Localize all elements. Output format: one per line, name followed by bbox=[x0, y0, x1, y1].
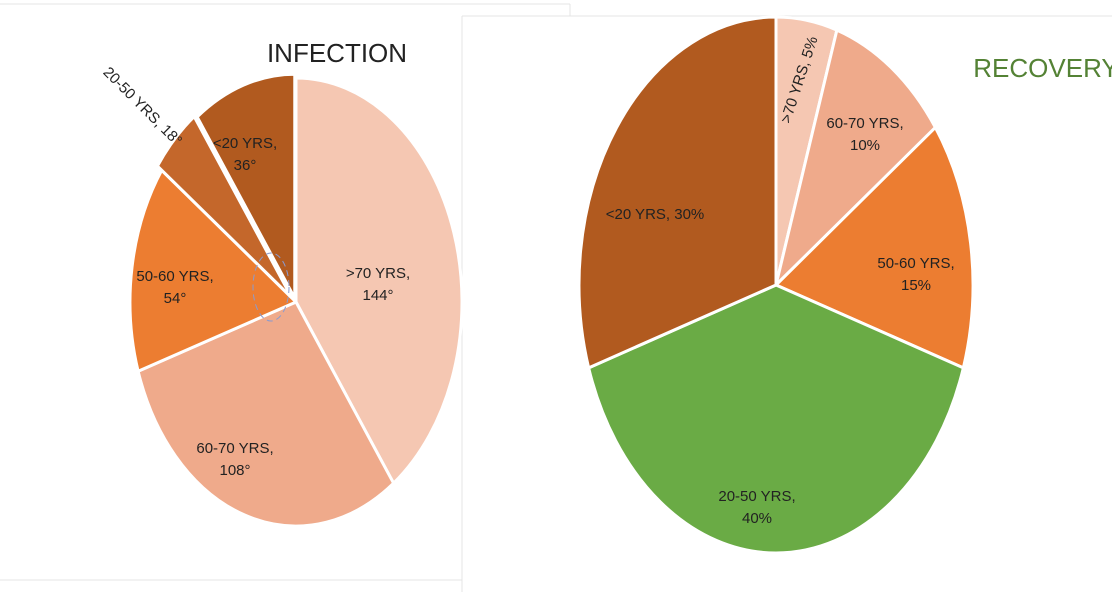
pie-slice bbox=[294, 76, 464, 485]
data-label: <20 YRS, 30% bbox=[606, 206, 705, 223]
pie-slice bbox=[195, 72, 297, 300]
pie-slice bbox=[587, 283, 965, 555]
data-label: 60-70 YRS, 10% bbox=[826, 115, 903, 154]
data-label: 20-50 YRS, 18° bbox=[100, 64, 186, 150]
data-label: 60-70 YRS, 108° bbox=[196, 440, 273, 479]
pie-slice bbox=[774, 28, 937, 287]
data-label: 50-60 YRS, 15% bbox=[877, 255, 954, 294]
annotation-circle bbox=[252, 252, 290, 322]
pie-slice bbox=[128, 168, 298, 373]
chart-title: INFECTION bbox=[267, 38, 407, 68]
chart-title: RECOVERY bbox=[973, 53, 1112, 83]
data-label: 50-60 YRS, 54° bbox=[136, 268, 213, 307]
pie-slice bbox=[155, 115, 294, 300]
pie-slice bbox=[774, 125, 975, 370]
pie-slice bbox=[136, 300, 396, 528]
data-label: 20-50 YRS, 40% bbox=[718, 488, 795, 527]
data-label: >70 YRS, 144° bbox=[346, 265, 410, 304]
pie-slice bbox=[577, 15, 778, 370]
data-label: <20 YRS, 36° bbox=[213, 135, 277, 174]
